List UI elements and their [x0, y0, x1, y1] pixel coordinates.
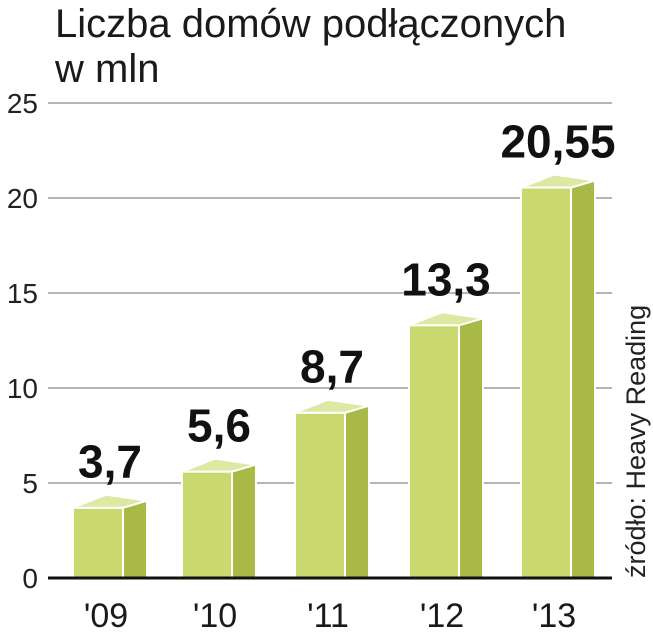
bar-side [231, 463, 257, 579]
bar [181, 457, 257, 579]
x-tick-label: '12 [420, 597, 464, 635]
chart-title: Liczba domów podłączonych [55, 2, 566, 46]
bar-front [72, 506, 124, 579]
bar-top [181, 457, 257, 473]
bars [72, 173, 596, 579]
data-label: 13,3 [401, 253, 491, 305]
data-labels: 3,7 5,6 8,7 13,3 20,55 [78, 116, 616, 488]
y-tick-label: 15 [7, 278, 38, 309]
x-tick-label: '10 [193, 597, 237, 635]
data-label: 5,6 [187, 400, 251, 452]
y-tick-label: 10 [7, 373, 38, 404]
y-tick-label: 25 [7, 88, 38, 119]
y-axis-ticks: 0 5 10 15 20 25 [7, 88, 38, 594]
bar-top [408, 311, 484, 327]
bar-top [294, 398, 370, 414]
y-tick-label: 5 [22, 468, 38, 499]
bar-side [570, 179, 596, 579]
x-axis-labels: '09 '10 '11 '12 '13 [84, 597, 576, 635]
bar-front [520, 186, 572, 579]
x-tick-label: '13 [532, 597, 576, 635]
bar-front [181, 470, 233, 579]
y-tick-label: 20 [7, 183, 38, 214]
data-label: 3,7 [78, 436, 142, 488]
bar-side [458, 316, 484, 579]
y-tick-label: 0 [22, 563, 38, 594]
bar [72, 493, 148, 579]
bar-front [408, 324, 460, 579]
bar-side [344, 404, 370, 579]
data-label: 8,7 [300, 341, 364, 393]
bar-top [72, 493, 148, 509]
grid-lines [48, 102, 612, 484]
x-tick-label: '09 [84, 597, 128, 635]
x-tick-label: '11 [307, 597, 349, 635]
bar [294, 398, 370, 579]
bar-front [294, 411, 346, 579]
bar [520, 173, 596, 579]
bar-side [122, 499, 148, 579]
source-note: źródło: Heavy Reading [621, 305, 651, 578]
chart-subtitle: w mln [54, 47, 159, 91]
data-label: 20,55 [500, 116, 615, 168]
bar-top [520, 173, 596, 189]
bar [408, 311, 484, 579]
